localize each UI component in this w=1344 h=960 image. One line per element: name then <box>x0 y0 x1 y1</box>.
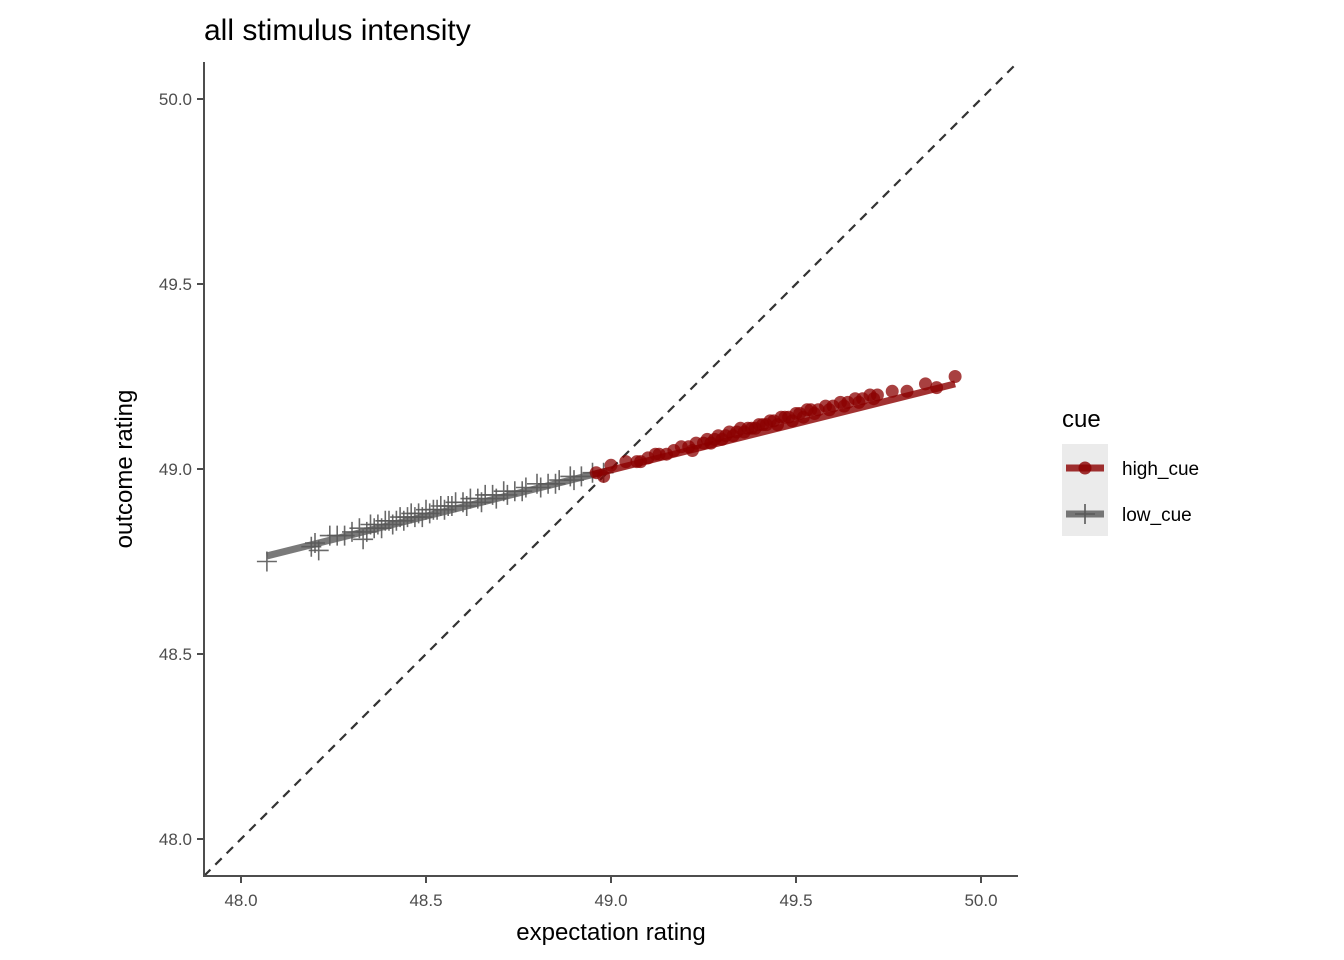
x-tick-label: 49.0 <box>594 891 627 910</box>
high-cue-point <box>948 370 962 383</box>
legend-key-low-cue-point <box>1075 504 1095 524</box>
high-cue-point <box>652 447 666 461</box>
legend-title: cue <box>1062 406 1101 433</box>
y-tick-label: 48.0 <box>159 830 192 849</box>
x-tick-label: 50.0 <box>964 891 997 910</box>
high-cue-point <box>748 421 762 435</box>
high-cue-point <box>704 436 718 450</box>
high-cue-point <box>885 384 899 398</box>
high-cue-point <box>634 455 648 469</box>
low-cue-series <box>256 462 614 572</box>
x-tick-label: 48.0 <box>224 891 257 910</box>
high-cue-point <box>796 410 810 424</box>
legend: cue high_cue low_cue <box>1062 406 1199 536</box>
x-axis-title: expectation rating <box>516 919 705 946</box>
high-cue-point <box>604 458 618 472</box>
high-cue-point <box>759 418 773 432</box>
legend-label-high-cue: high_cue <box>1122 459 1199 480</box>
high-cue-point <box>867 392 881 406</box>
y-tick-label: 49.0 <box>159 460 192 479</box>
low-cue-fit-line <box>266 467 609 560</box>
legend-key-high-cue-point <box>1078 461 1092 475</box>
y-tick-label: 48.5 <box>159 645 192 664</box>
high-cue-point <box>737 425 751 439</box>
high-cue-point <box>685 444 699 457</box>
high-cue-point <box>852 395 866 409</box>
y-axis-ticks: 48.0 48.5 49.0 49.5 50.0 <box>159 90 204 849</box>
y-axis-title: outcome rating <box>111 390 138 549</box>
high-cue-point <box>785 414 799 428</box>
high-cue-point <box>822 403 836 417</box>
high-cue-point <box>808 407 821 420</box>
high-cue-point <box>726 429 740 443</box>
high-cue-point <box>619 455 633 469</box>
x-tick-label: 49.5 <box>779 891 812 910</box>
y-tick-label: 49.5 <box>159 275 192 294</box>
chart-title: all stimulus intensity <box>204 14 471 47</box>
x-tick-label: 48.5 <box>409 891 442 910</box>
legend-key-high-cue <box>1066 461 1104 475</box>
high-cue-point <box>771 418 784 432</box>
high-cue-point <box>930 381 944 395</box>
y-tick-label: 50.0 <box>159 90 192 109</box>
legend-label-low-cue: low_cue <box>1122 505 1192 526</box>
x-axis-ticks: 48.0 48.5 49.0 49.5 50.0 <box>224 876 998 910</box>
high-cue-point <box>715 432 729 446</box>
high-cue-point <box>900 384 914 398</box>
high-cue-point <box>597 469 611 483</box>
high-cue-series <box>589 370 962 483</box>
high-cue-point <box>919 377 932 391</box>
high-cue-point <box>837 399 851 413</box>
plot-area <box>203 61 1019 877</box>
legend-key-low-cue <box>1066 504 1104 524</box>
